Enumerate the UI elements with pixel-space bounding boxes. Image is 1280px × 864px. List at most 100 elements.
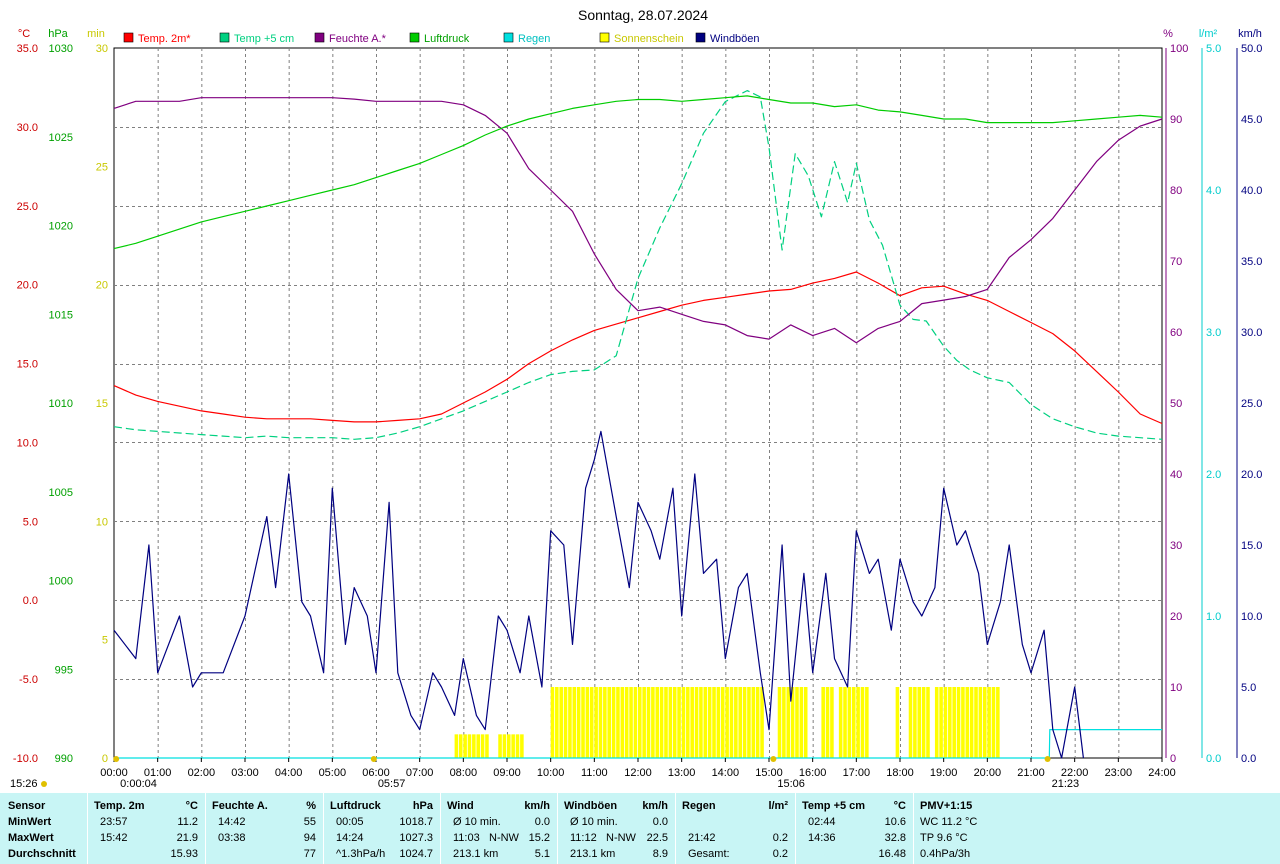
x-tick-label: 19:00 — [930, 767, 958, 779]
sunshine-bar — [624, 687, 629, 758]
wind-tick-label: 20.0 — [1241, 469, 1262, 481]
sunshine-bar — [668, 687, 673, 758]
sunshine-bar — [913, 687, 917, 758]
sunshine-bar — [629, 687, 633, 758]
column-separator — [440, 793, 441, 864]
legend-label: Luftdruck — [424, 33, 470, 45]
hum-tick-label: 30 — [1170, 540, 1182, 552]
cell-time: ^1.3hPa/h — [336, 848, 386, 860]
column-title: Wind — [447, 800, 474, 812]
sunshine-bar — [467, 734, 472, 758]
sunshine-bar — [616, 687, 620, 758]
cell-time: TP 9.6 °C — [920, 832, 968, 844]
column-title: Temp. 2m — [94, 800, 145, 812]
hum-tick-label: 50 — [1170, 398, 1182, 410]
marker-time: 21:23 — [1052, 778, 1080, 790]
sunshine-bar — [738, 687, 742, 758]
x-tick-label: 11:00 — [581, 767, 608, 779]
cell-time: WC 11.2 °C — [920, 816, 978, 828]
column-separator — [205, 793, 206, 864]
x-tick-label: 09:00 — [493, 767, 521, 779]
x-tick-label: 10:00 — [537, 767, 565, 779]
sun-tick-label: 30 — [96, 43, 108, 55]
marker-time: 05:57 — [378, 778, 406, 790]
sun-marker — [370, 756, 377, 762]
sunshine-bar — [507, 734, 511, 758]
weather-chart: Sonntag, 28.07.2024 Temp. 2m* Temp +5 cm F… — [10, 7, 1262, 790]
temp-tick-label: 15.0 — [17, 359, 38, 371]
rain-unit-label: l/m² — [1199, 28, 1218, 40]
sunshine-bar — [851, 687, 856, 758]
sunshine-bar — [978, 687, 983, 758]
sunshine-bar — [664, 687, 668, 758]
sunshine-bar — [620, 687, 625, 758]
sunshine-bar — [847, 687, 852, 758]
legend-label: Temp +5 cm — [234, 33, 294, 45]
sunshine-bar — [699, 687, 703, 758]
rain-tick-label: 0.0 — [1206, 753, 1221, 765]
press-tick-label: 1020 — [49, 221, 73, 233]
column-separator — [557, 793, 558, 864]
sunshine-bar — [742, 687, 747, 758]
row-labels: Sensor MinWert MaxWert Durchschnitt — [0, 793, 88, 864]
sunshine-bar — [956, 687, 961, 758]
summary-table: Sensor MinWert MaxWert Durchschnitt Temp. 2m… — [0, 793, 1280, 864]
sunshine-bar — [555, 687, 559, 758]
sunshine-bar — [856, 687, 860, 758]
series-feuchte-a- — [113, 97, 1163, 344]
sunshine-bar — [917, 687, 922, 758]
sun-marker — [113, 756, 120, 762]
sunshine-bar — [458, 734, 463, 758]
summary-column: Windböen km/h Ø 10 min. 0.0 11:12 N-NW 22.5 213… — [558, 793, 676, 864]
x-tick-label: 03:00 — [231, 767, 259, 779]
hum-unit-label: % — [1163, 28, 1173, 40]
cell-value: 32.8 — [884, 832, 906, 844]
summary-column: Regen l/m² 21:42 0.2 Gesamt: 0.2 — [676, 793, 796, 864]
column-unit: km/h — [642, 800, 668, 812]
cell-time: 14:42 — [218, 816, 246, 828]
column-title: PMV+1:15 — [920, 800, 973, 812]
sun-tick-label: 5 — [102, 635, 108, 647]
sunshine-bar — [926, 687, 930, 758]
sunshine-bar — [939, 687, 943, 758]
wind-tick-label: 10.0 — [1241, 611, 1262, 623]
sunshine-bar — [720, 687, 725, 758]
legend-label: Regen — [518, 33, 550, 45]
cell-time: 213.1 km — [570, 848, 616, 860]
cell-value: 8.9 — [652, 848, 668, 860]
sunshine-bar — [703, 687, 708, 758]
cell-time: Gesamt: — [688, 848, 730, 860]
sunshine-bar — [969, 687, 974, 758]
sunshine-bar — [603, 687, 607, 758]
temp-tick-label: 0.0 — [23, 595, 38, 607]
sunshine-bar — [511, 734, 515, 758]
sunshine-bar — [550, 687, 555, 758]
cell-value: 22.5 — [646, 832, 668, 844]
hum-tick-label: 70 — [1170, 256, 1182, 268]
sunshine-bar — [734, 687, 738, 758]
x-tick-label: 00:00 — [100, 767, 128, 779]
summary-column: Feuchte A.% 14:42 55 03:38 94 77 — [206, 793, 324, 864]
cell-value: 21.9 — [176, 832, 198, 844]
cell-time: 14:24 — [336, 832, 364, 844]
sunshine-bar — [520, 734, 524, 758]
series-temp-5-cm — [113, 89, 1163, 440]
sunshine-bar — [760, 687, 764, 758]
sunshine-bar — [646, 687, 651, 758]
summary-column: PMV+1:15 WC 11.2 °C TP 9.6 °C 0.4hPa/3h — [914, 793, 1034, 864]
sunshine-bar — [934, 687, 939, 758]
press-unit-label: hPa — [48, 28, 68, 40]
legend-swatch — [599, 32, 610, 43]
hum-tick-label: 90 — [1170, 114, 1182, 126]
column-separator — [87, 793, 88, 864]
cell-time: Ø 10 min. — [570, 816, 618, 828]
row-label: Sensor — [8, 800, 46, 812]
sunshine-bar — [982, 687, 987, 758]
column-separator — [323, 793, 324, 864]
sunshine-bar — [729, 687, 734, 758]
legend-swatch — [219, 32, 230, 43]
sunshine-bar — [725, 687, 729, 758]
x-tick-label: 01:00 — [144, 767, 172, 779]
sunshine-bar — [821, 687, 825, 758]
temp-tick-label: 35.0 — [17, 43, 38, 55]
